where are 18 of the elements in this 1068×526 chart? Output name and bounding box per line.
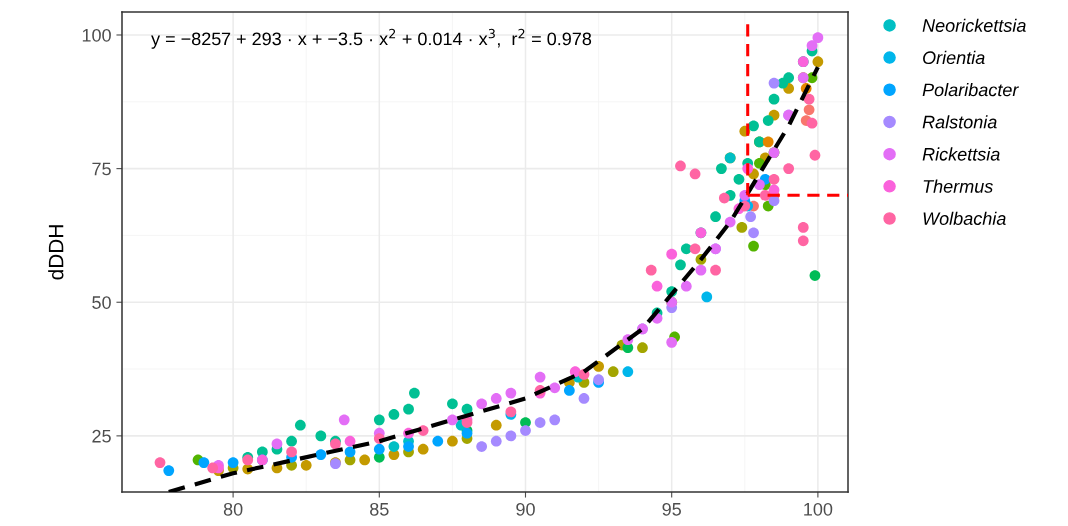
x-tick-label: 90: [516, 502, 535, 516]
annotation: y = −8257 + 293 · x + −3.5 · x$^{2}$ + 0.014 · x$^{3}$, r$^{2}$ = 0.978: [151, 28, 592, 49]
legend-label: Rickettsia: [922, 147, 1000, 161]
legend-label: Orientia: [923, 50, 985, 65]
y-tick-label: 75: [92, 162, 111, 176]
y-tick-label: 25: [92, 429, 111, 443]
x-tick-label: 85: [370, 502, 389, 516]
legend-label: Neorickettsia: [922, 18, 1026, 32]
y-tick-label: 100: [82, 28, 111, 42]
x-tick-label: 95: [662, 502, 681, 516]
legend-label: Thermus: [923, 179, 993, 193]
legend-label: Polaribacter: [922, 83, 1020, 97]
y-tick-label: 50: [92, 296, 111, 309]
legend-label: Wolbachia: [923, 211, 1006, 225]
legend-label: Ralstonia: [922, 115, 997, 129]
x-tick-label: 100: [804, 502, 833, 516]
y-axis-title: dDDH: [48, 225, 64, 280]
x-tick-label: 80: [223, 502, 243, 516]
